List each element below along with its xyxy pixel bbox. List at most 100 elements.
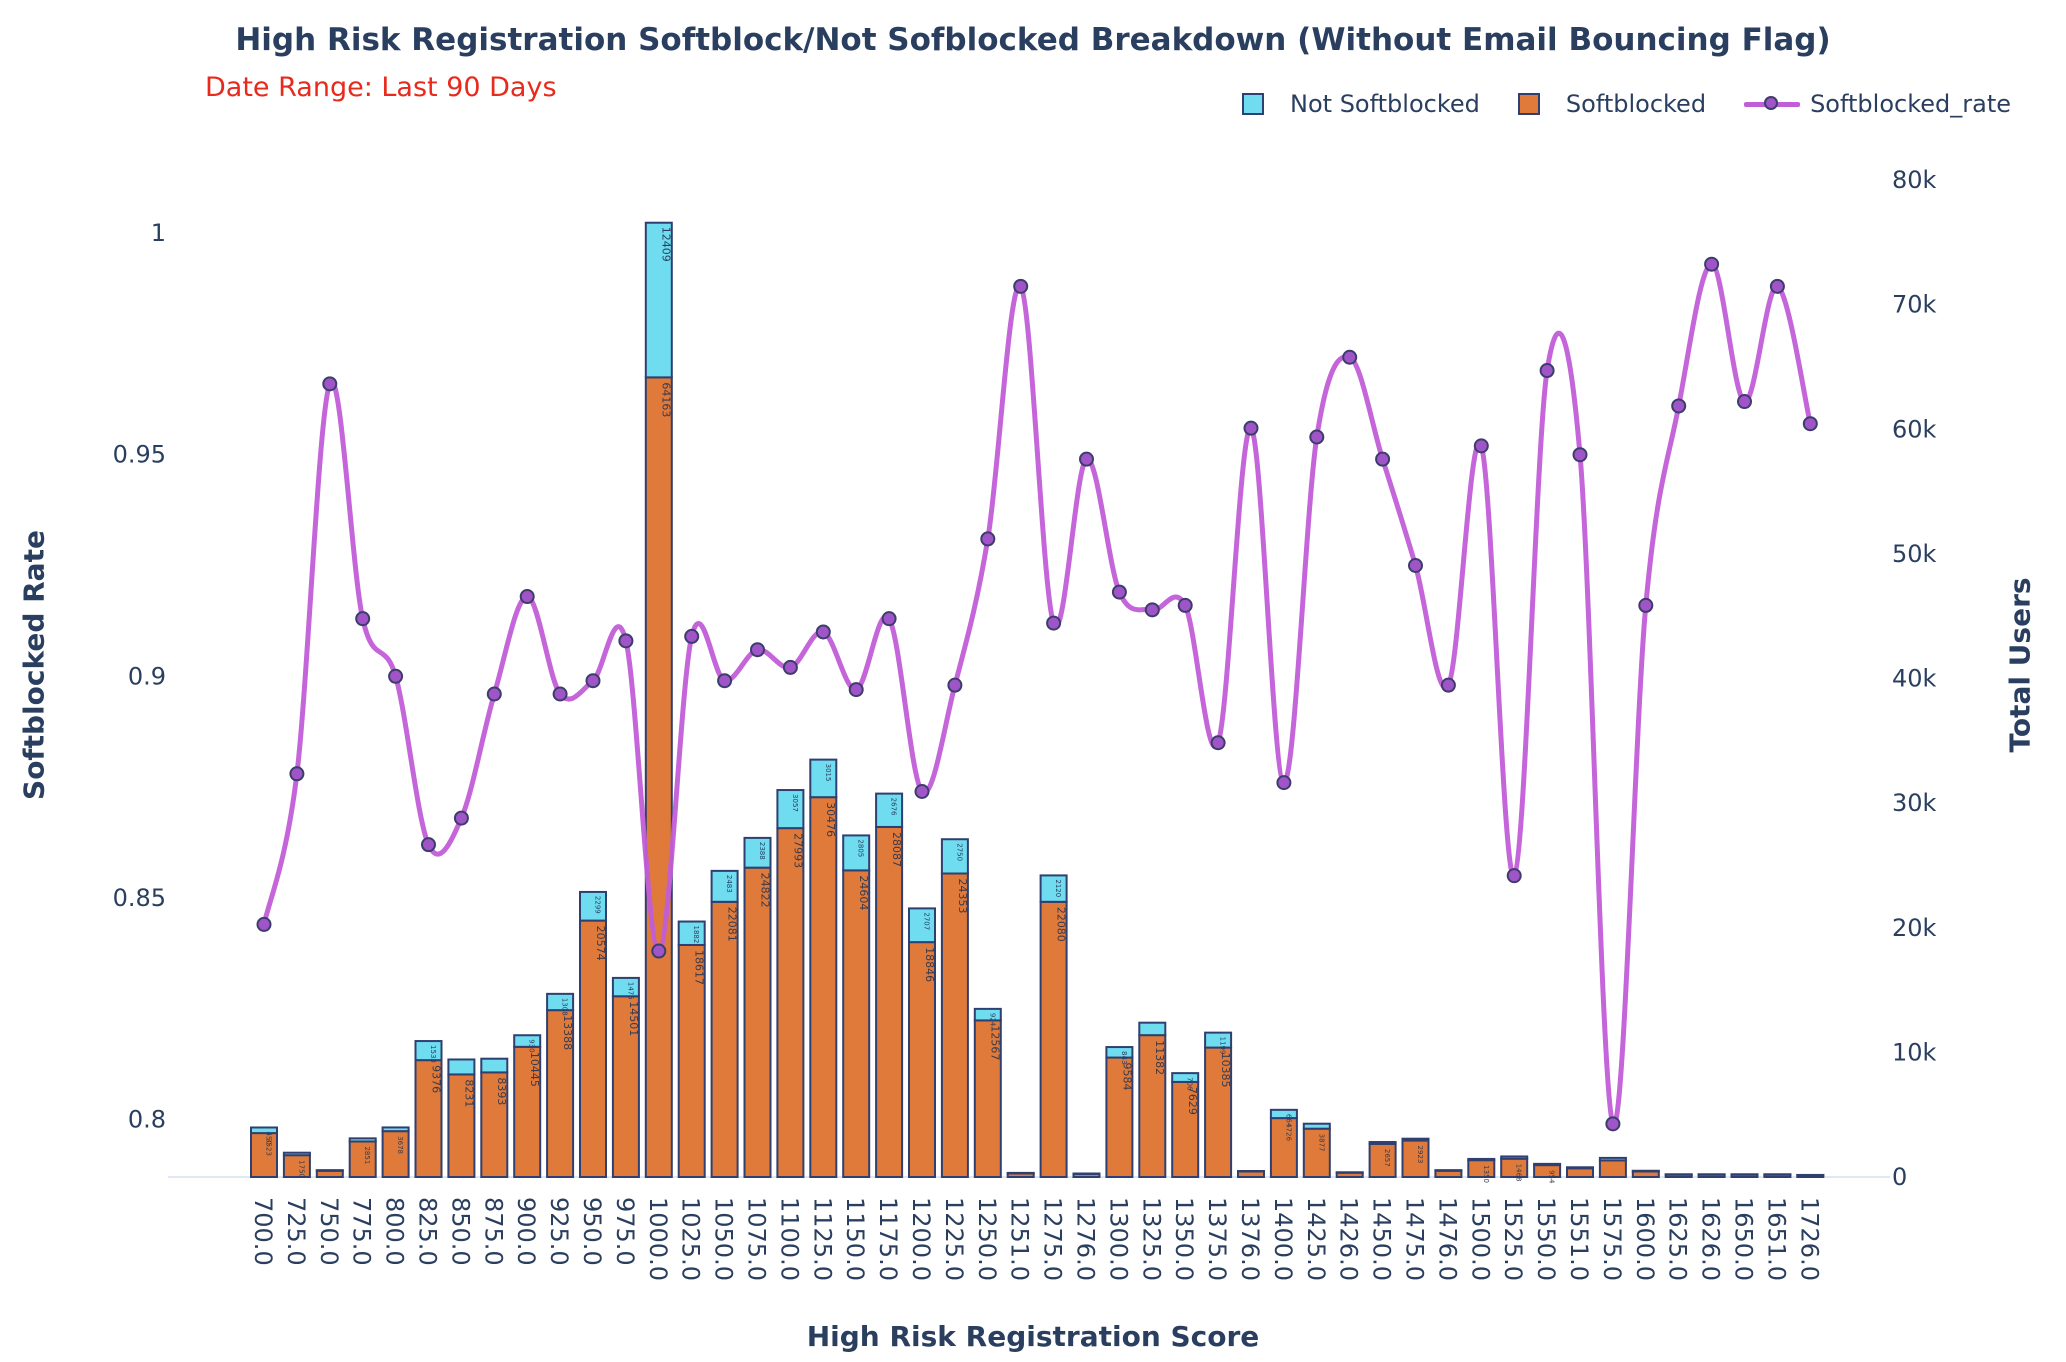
data-label-softblocked: 24353 <box>956 879 969 914</box>
bar-not-softblocked <box>1500 1155 1529 1160</box>
x-tick-label: 750.0 <box>315 1197 343 1266</box>
data-label-not-softblocked: 1308 <box>561 998 569 1016</box>
rate-point <box>782 659 798 675</box>
bar-not-softblocked <box>1598 1156 1627 1162</box>
rate-point <box>1539 363 1555 379</box>
rate-point <box>1572 447 1588 463</box>
bar-not-softblocked <box>973 1007 1002 1022</box>
legend-item-softblocked[interactable]: Softblocked <box>1517 90 1706 118</box>
y-right-tick-label: 20k <box>1892 914 1937 942</box>
data-label-softblocked: 3877 <box>1317 1134 1325 1152</box>
rate-point <box>256 916 272 932</box>
bar-not-softblocked <box>1434 1169 1463 1172</box>
x-tick-label: 1000.0 <box>644 1197 672 1281</box>
bar-not-softblocked <box>1566 1166 1594 1170</box>
bar-softblocked <box>710 900 739 1178</box>
rate-point <box>1342 349 1358 365</box>
bar-not-softblocked <box>1006 1171 1035 1175</box>
bar-softblocked <box>1401 1139 1430 1179</box>
data-label-not-softblocked: 664 <box>1284 1114 1292 1128</box>
bar-softblocked <box>1039 900 1068 1178</box>
rate-point <box>1408 558 1423 574</box>
data-label-softblocked: 8231 <box>462 1079 475 1107</box>
data-label-softblocked: 1468 <box>1515 1164 1523 1182</box>
data-label-not-softblocked: 12409 <box>660 227 673 262</box>
data-label-softblocked: 7629 <box>1186 1087 1199 1115</box>
y-axis-left: 0.8 0.85 0.9 0.95 1 <box>113 219 166 1133</box>
bar-not-softblocked <box>1697 1173 1726 1176</box>
x-tick-label: 1550.0 <box>1532 1197 1560 1281</box>
bar-softblocked <box>250 1132 278 1178</box>
bar-not-softblocked <box>282 1151 311 1157</box>
bar-not-softblocked <box>1467 1157 1496 1162</box>
bar-not-softblocked <box>1631 1169 1660 1173</box>
data-label-softblocked: 24604 <box>857 875 870 910</box>
x-tick-label: 1150.0 <box>841 1197 869 1281</box>
rate-point <box>1079 451 1094 467</box>
bar-not-softblocked <box>315 1169 344 1172</box>
data-label-not-softblocked: 843 <box>1120 1051 1128 1064</box>
x-tick-label: 700.0 <box>249 1197 277 1266</box>
data-label-not-softblocked: 1882 <box>692 926 700 944</box>
bar-softblocked <box>677 943 706 1179</box>
data-label-softblocked: 20574 <box>594 926 607 961</box>
x-tick-label: 925.0 <box>545 1197 573 1266</box>
legend: Not Softblocked Softblocked Softblocked_… <box>1204 90 2011 118</box>
bar-softblocked <box>973 1019 1002 1179</box>
bar-softblocked <box>546 1009 575 1178</box>
bar-not-softblocked <box>940 838 969 875</box>
bar-not-softblocked <box>875 792 904 828</box>
bar-softblocked <box>1269 1117 1298 1178</box>
rate-point <box>453 810 469 826</box>
rate-line <box>261 261 1813 1128</box>
bar-not-softblocked <box>1796 1173 1825 1177</box>
bar-softblocked <box>743 866 772 1178</box>
legend-item-softblocked-rate[interactable]: Softblocked_rate <box>1744 90 2011 118</box>
bar-not-softblocked <box>414 1040 443 1062</box>
x-tick-label: 1600.0 <box>1631 1197 1659 1281</box>
x-tick-label: 1500.0 <box>1466 1197 1494 1281</box>
bar-not-softblocked <box>1237 1170 1265 1173</box>
bar-softblocked <box>1204 1046 1233 1178</box>
bar-not-softblocked <box>710 869 739 903</box>
x-tick-label: 1376.0 <box>1236 1197 1264 1281</box>
x-tick-label: 1025.0 <box>677 1197 705 1281</box>
rate-point <box>684 628 700 644</box>
rate-point <box>1243 420 1259 436</box>
rate-point <box>519 589 535 605</box>
legend-item-not-softblocked[interactable]: Not Softblocked <box>1242 90 1480 118</box>
data-label-not-softblocked: 2483 <box>725 875 733 893</box>
rate-point <box>980 531 996 547</box>
y-left-tick-label: 0.95 <box>113 441 166 469</box>
data-label-softblocked: 8393 <box>495 1077 508 1105</box>
data-label-softblocked: 28087 <box>890 832 903 867</box>
bar-not-softblocked <box>1105 1046 1134 1059</box>
x-tick-label: 900.0 <box>512 1197 540 1266</box>
data-label-not-softblocked: 2388 <box>758 842 766 860</box>
y-axis-left-title: Softblocked Rate <box>17 530 51 800</box>
x-tick-label: 875.0 <box>479 1197 507 1266</box>
data-label-not-softblocked: 706 <box>1186 1077 1194 1091</box>
data-label-softblocked: 10445 <box>528 1052 541 1087</box>
rate-point <box>1276 775 1292 791</box>
bar-not-softblocked <box>1269 1108 1298 1120</box>
data-label-not-softblocked: 2676 <box>890 798 898 816</box>
rate-point <box>947 677 963 693</box>
x-tick-label: 1475.0 <box>1401 1197 1429 1281</box>
rate-point <box>1605 1116 1621 1132</box>
x-tick-label: 1100.0 <box>775 1197 803 1281</box>
bar-not-softblocked <box>1302 1122 1331 1130</box>
data-label-softblocked: 1750 <box>297 1160 305 1178</box>
rate-point <box>1704 256 1720 272</box>
data-label-softblocked: 9376 <box>429 1065 442 1093</box>
data-label-not-softblocked: 2805 <box>857 839 865 857</box>
bar-softblocked <box>447 1073 476 1178</box>
data-label-not-softblocked: 2120 <box>1054 879 1062 897</box>
rate-point <box>881 611 897 627</box>
data-label-not-softblocked: 2750 <box>955 843 963 861</box>
bar-not-softblocked <box>348 1137 377 1143</box>
x-tick-label: 1726.0 <box>1795 1197 1823 1281</box>
y-right-tick-label: 10k <box>1892 1038 1937 1066</box>
